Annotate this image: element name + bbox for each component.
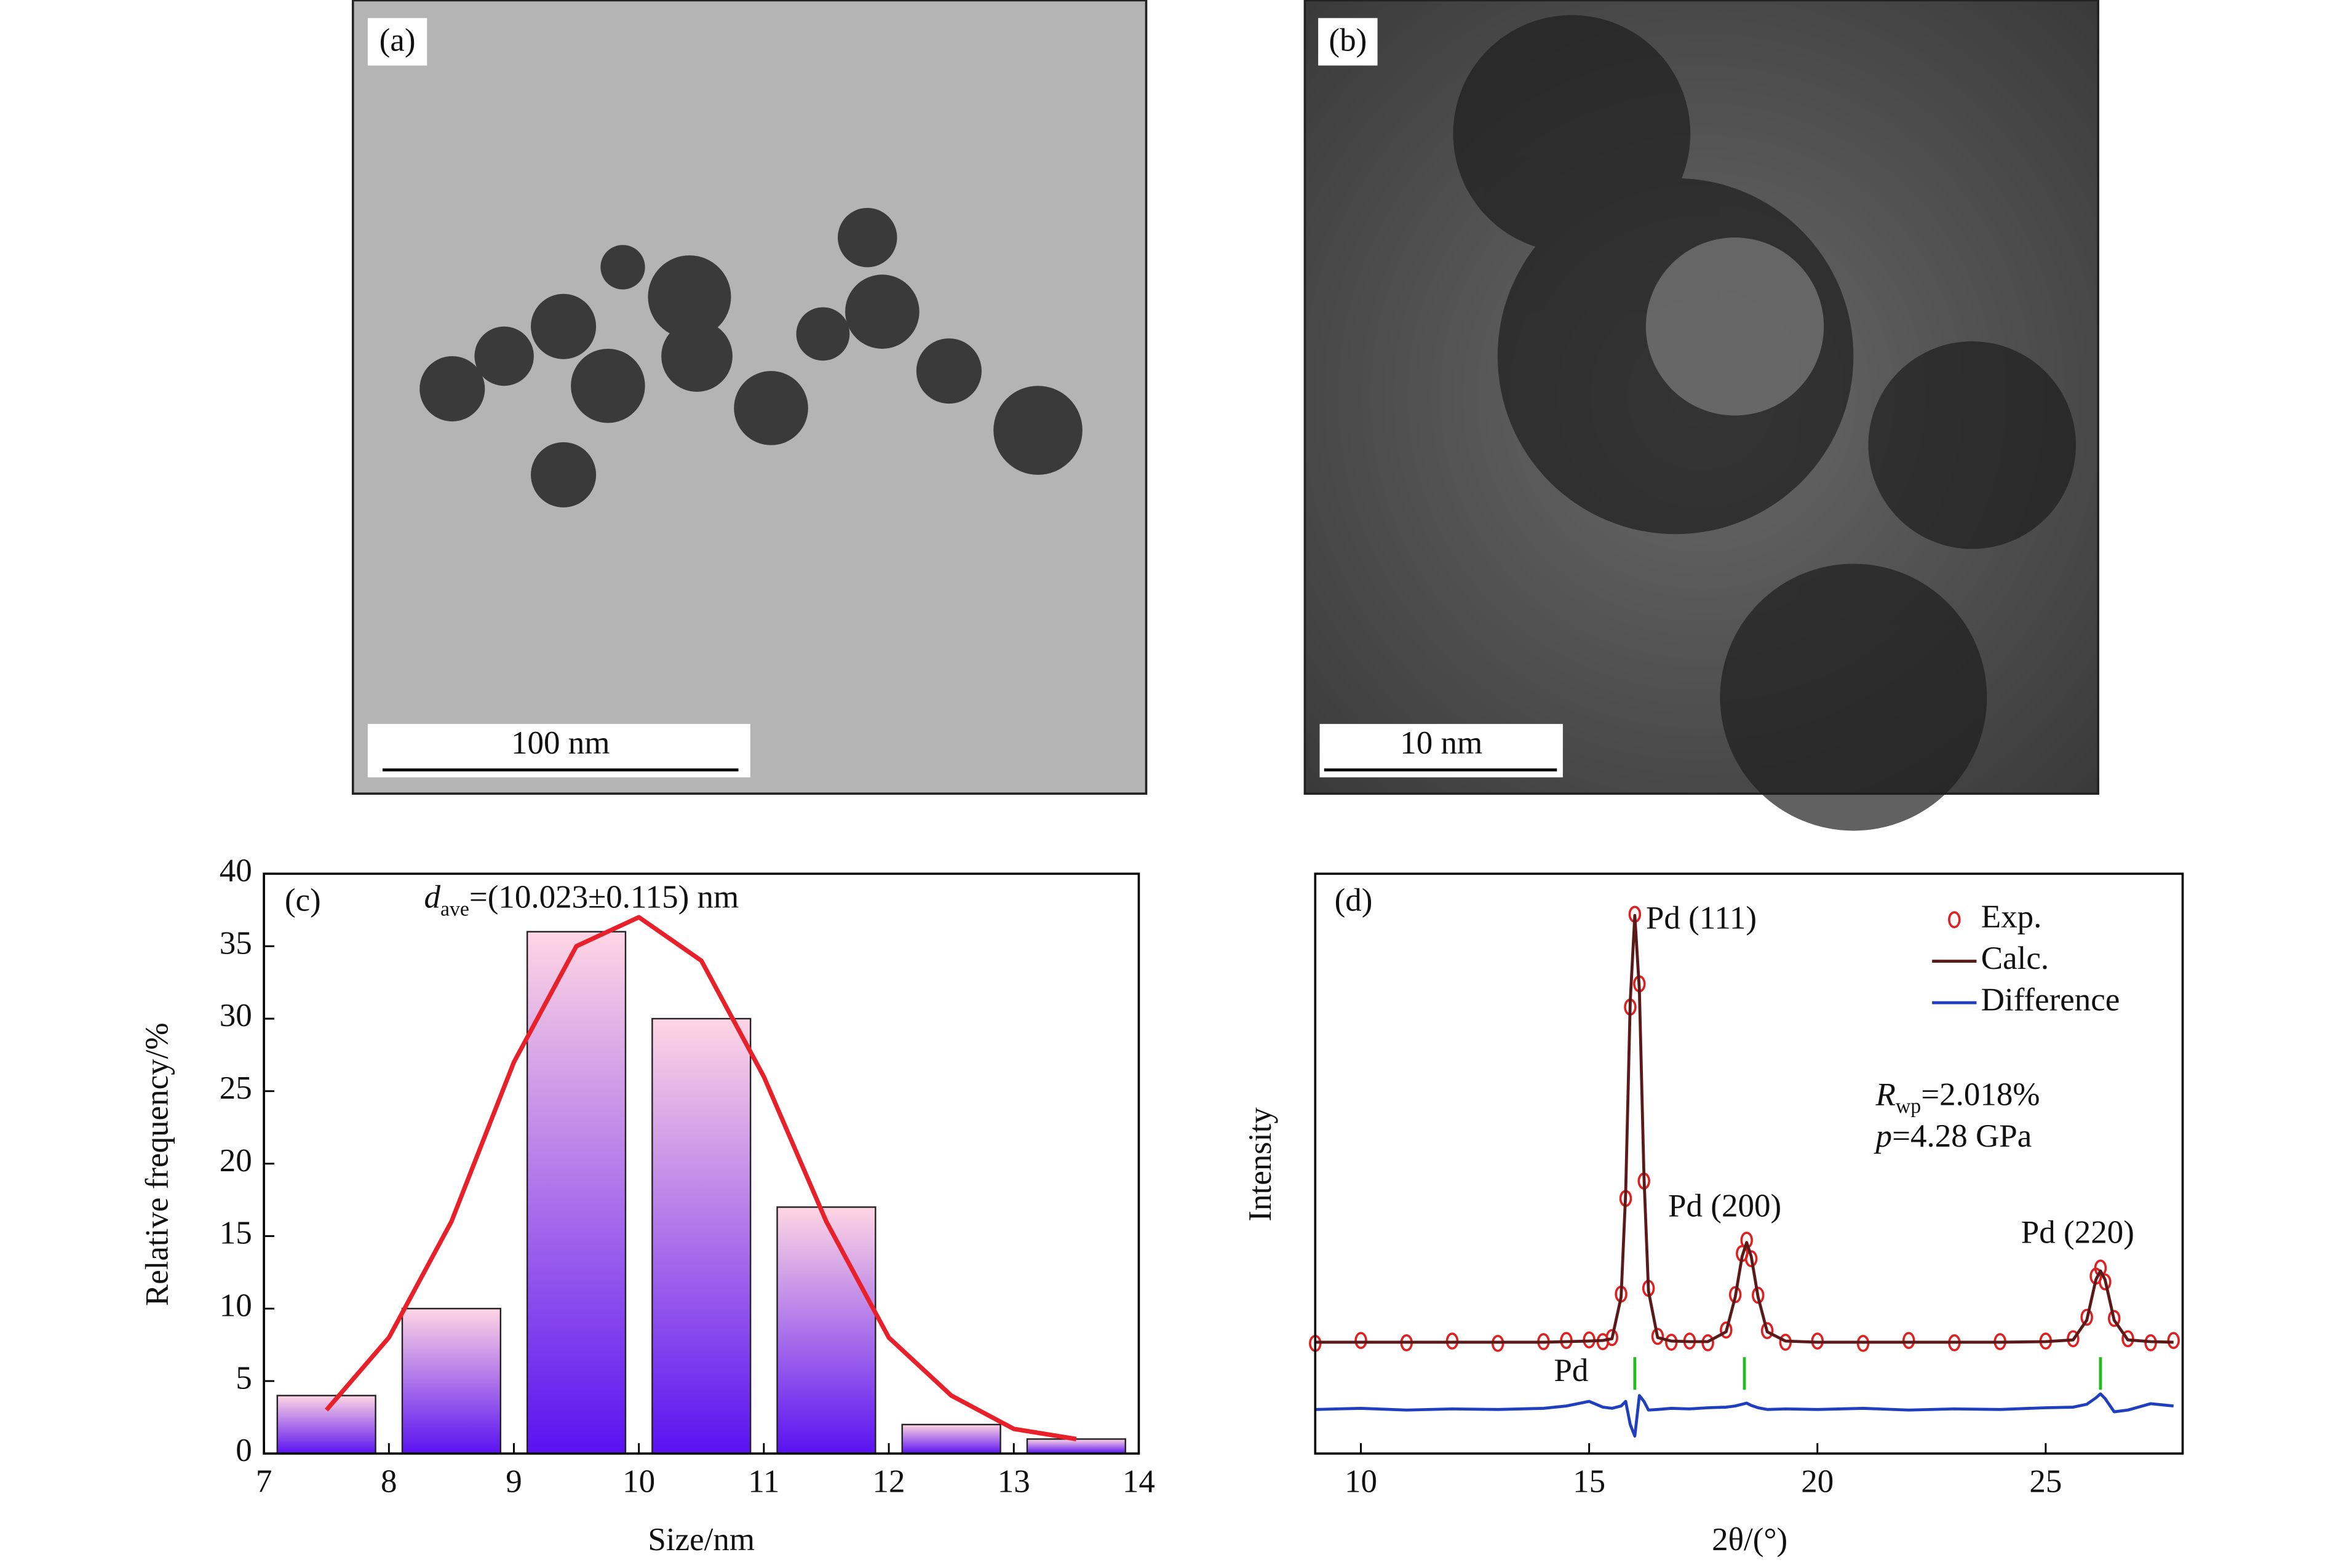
y-axis-label: Relative frequency/% xyxy=(140,1022,175,1306)
subscript: wp xyxy=(1896,1095,1921,1118)
data-point xyxy=(1651,1327,1664,1345)
y-tick-label: 0 xyxy=(236,1433,252,1468)
legend-marker xyxy=(1948,911,1961,928)
y-tick-label: 5 xyxy=(236,1360,252,1396)
data-point xyxy=(1902,1332,1915,1349)
data-point xyxy=(2094,1259,2107,1277)
x-axis-label: 2θ/(°) xyxy=(1712,1522,1787,1558)
panel-label: (b) xyxy=(1329,23,1367,58)
panel-a: (a) 100 nm xyxy=(351,0,1148,795)
symbol: p xyxy=(1874,1118,1893,1154)
legend-label: Calc. xyxy=(1981,941,2049,976)
x-tick-label: 25 xyxy=(2029,1464,2062,1500)
legend-label: Difference xyxy=(1981,982,2120,1017)
x-tick-label: 11 xyxy=(748,1464,779,1500)
peak-label: Pd (220) xyxy=(2021,1215,2134,1251)
legend-label: Exp. xyxy=(1981,899,2042,934)
x-tick-label: 14 xyxy=(1123,1464,1155,1500)
particles xyxy=(419,207,1083,507)
panel-b: (b) 10 nm xyxy=(1303,0,2099,831)
x-axis-label: Size/nm xyxy=(648,1522,755,1558)
symbol: R xyxy=(1875,1077,1896,1113)
data-point xyxy=(1720,1321,1733,1339)
x-tick-label: 10 xyxy=(1345,1464,1377,1500)
data-point xyxy=(2167,1332,2180,1349)
plot-frame xyxy=(1314,872,2184,1455)
particle xyxy=(1645,237,1824,416)
stat-text: =2.018% xyxy=(1921,1077,2040,1113)
label-box xyxy=(1318,18,1378,66)
data-point xyxy=(1744,1250,1758,1268)
scale-bar-label: 10 nm xyxy=(1400,725,1482,761)
bar xyxy=(776,1206,876,1455)
peak-label: Pd (200) xyxy=(1668,1188,1781,1224)
stat: p=4.28 GPa xyxy=(1874,1118,2032,1154)
fit-curve xyxy=(324,915,1077,1441)
y-tick-label: 25 xyxy=(220,1070,252,1106)
stat-text: =4.28 GPa xyxy=(1892,1118,2032,1154)
peak-label: Pd (111) xyxy=(1646,901,1757,936)
data-point xyxy=(2107,1310,2121,1327)
y-tick-label: 35 xyxy=(220,925,252,961)
x-tick-label: 20 xyxy=(1801,1464,1834,1500)
stat: Rwp=2.018% xyxy=(1875,1077,2040,1118)
annotation-text: =(10.023±0.115) nm xyxy=(469,880,739,915)
series-line xyxy=(1315,913,2174,1344)
data-point xyxy=(1354,1332,1367,1349)
scale-bar-label: 100 nm xyxy=(511,725,610,761)
subscript: ave xyxy=(440,897,469,920)
x-tick-label: 10 xyxy=(622,1464,655,1500)
x-tick-label: 15 xyxy=(1573,1464,1605,1500)
symbol: d xyxy=(424,880,440,915)
bar xyxy=(401,1308,501,1455)
panel-label: (a) xyxy=(380,23,416,58)
x-tick-label: 13 xyxy=(998,1464,1030,1500)
panel-label: (c) xyxy=(285,883,321,918)
data-point xyxy=(2099,1273,2112,1291)
x-tick-label: 8 xyxy=(381,1464,397,1500)
series-line xyxy=(1315,1392,2174,1438)
bar xyxy=(1026,1438,1126,1455)
y-tick-label: 10 xyxy=(220,1287,252,1323)
x-tick-label: 12 xyxy=(873,1464,905,1500)
bar xyxy=(526,931,627,1455)
data-point xyxy=(2067,1330,2080,1348)
x-tick-label: 7 xyxy=(256,1464,272,1500)
panel-label: (d) xyxy=(1335,883,1373,918)
data-point xyxy=(1740,1232,1753,1249)
y-tick-label: 30 xyxy=(220,998,252,1033)
bar xyxy=(276,1395,376,1455)
reflection-label: Pd xyxy=(1554,1353,1588,1388)
x-tick-label: 9 xyxy=(506,1464,522,1500)
data-point xyxy=(1760,1322,1774,1339)
y-axis-label: Intensity xyxy=(1242,1107,1278,1222)
bar xyxy=(901,1423,1001,1455)
plot-frame xyxy=(263,872,1140,1455)
y-tick-label: 20 xyxy=(220,1143,252,1179)
data-point xyxy=(2121,1330,2134,1348)
y-tick-label: 15 xyxy=(220,1216,252,1251)
bar xyxy=(651,1017,752,1455)
data-point xyxy=(1605,1329,1619,1347)
annotation: dave=(10.023±0.115) nm xyxy=(424,880,739,920)
label-box xyxy=(367,18,427,66)
data-point xyxy=(2080,1308,2093,1326)
y-tick-label: 40 xyxy=(220,853,252,889)
